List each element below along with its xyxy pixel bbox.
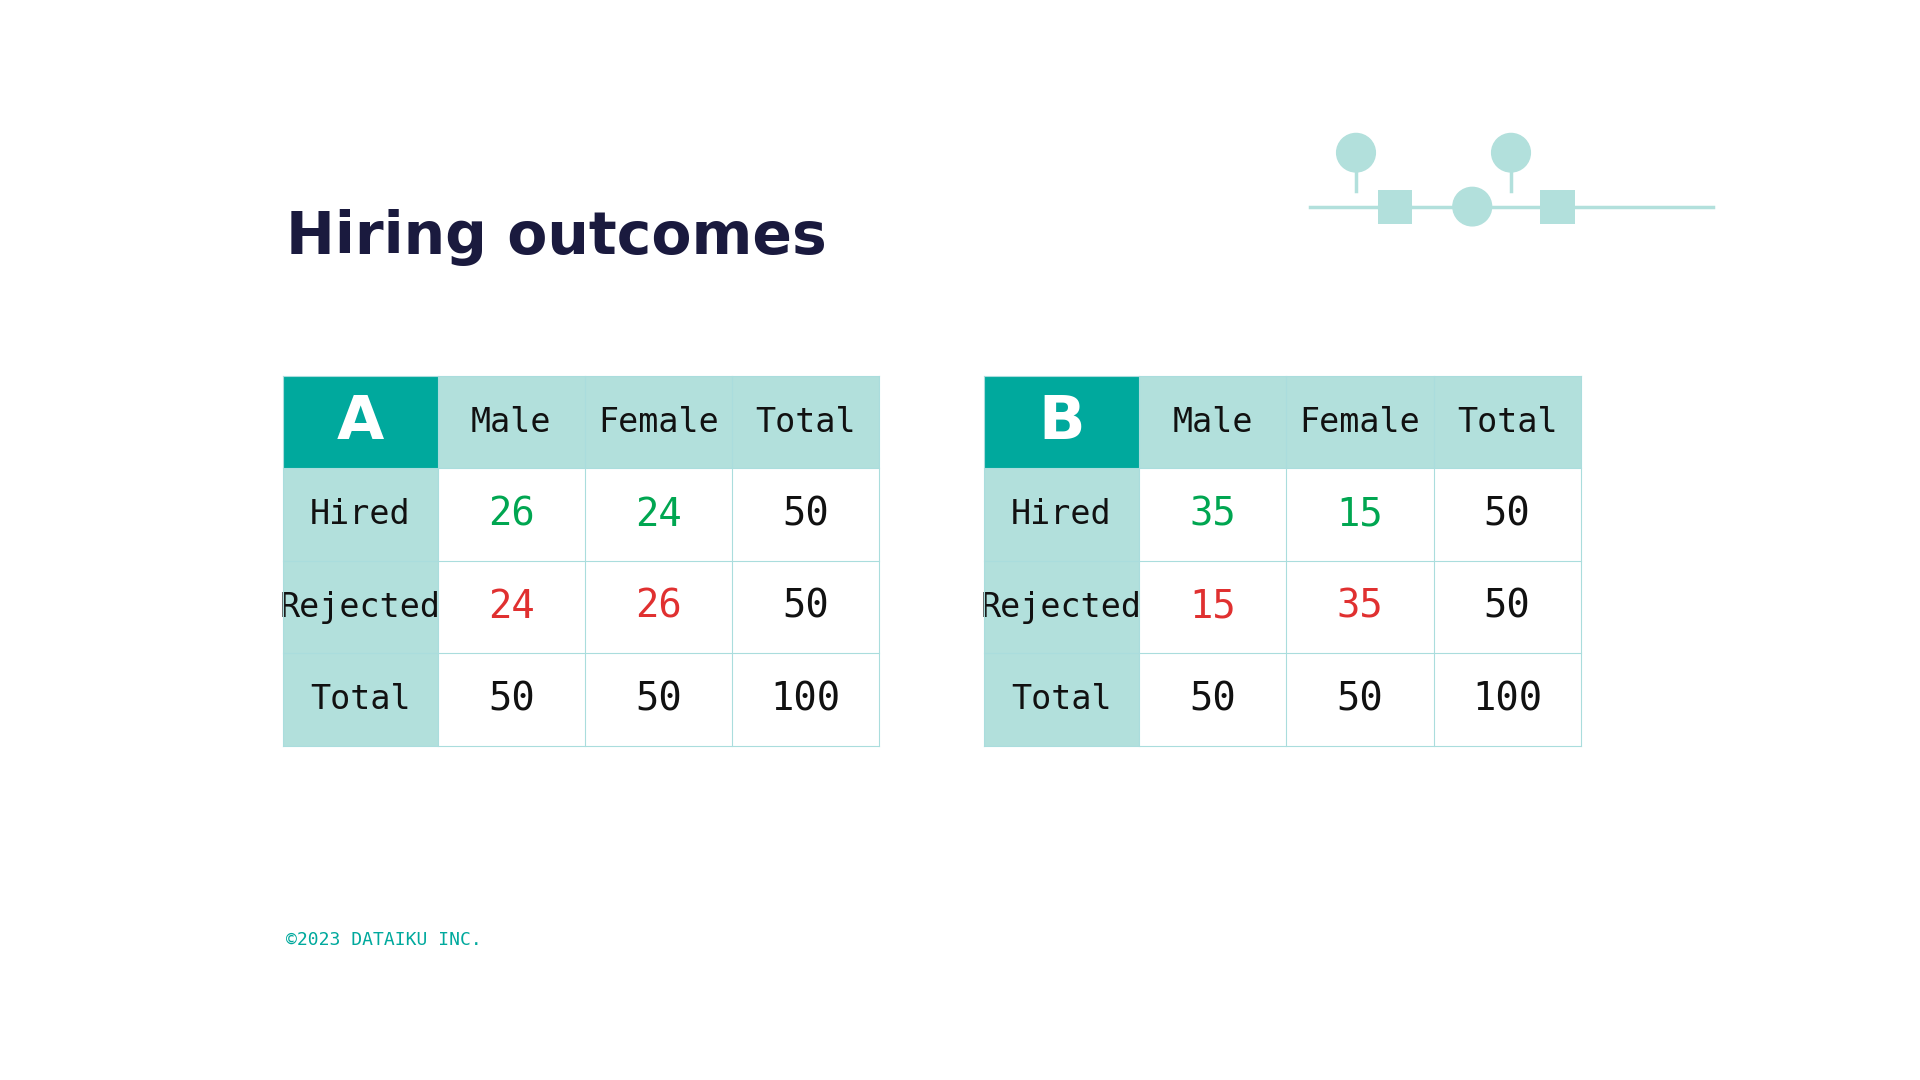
- Bar: [1139, 653, 1286, 745]
- Text: 100: 100: [1473, 680, 1542, 718]
- Text: Hired: Hired: [309, 498, 411, 531]
- Text: 50: 50: [781, 588, 829, 626]
- Text: Female: Female: [599, 406, 718, 438]
- Text: 35: 35: [1336, 588, 1382, 626]
- Text: Hired: Hired: [1012, 498, 1112, 531]
- Bar: [732, 376, 879, 469]
- Bar: [732, 653, 879, 745]
- Text: Total: Total: [309, 683, 411, 716]
- Text: 50: 50: [1188, 680, 1236, 718]
- Bar: [1434, 469, 1580, 561]
- Text: 35: 35: [1188, 496, 1236, 534]
- Text: Female: Female: [1300, 406, 1421, 438]
- Bar: [1139, 469, 1286, 561]
- Text: Hiring outcomes: Hiring outcomes: [286, 208, 828, 266]
- Bar: [1540, 190, 1574, 224]
- Bar: [586, 469, 732, 561]
- Bar: [282, 469, 438, 561]
- Text: B: B: [1039, 393, 1085, 451]
- Bar: [282, 376, 438, 469]
- Text: 15: 15: [1188, 588, 1236, 626]
- Bar: [732, 561, 879, 653]
- Text: 50: 50: [1484, 588, 1530, 626]
- Text: 26: 26: [488, 496, 534, 534]
- Text: Total: Total: [1012, 683, 1112, 716]
- Circle shape: [1336, 134, 1375, 172]
- Text: 50: 50: [636, 680, 682, 718]
- Text: Total: Total: [1457, 406, 1557, 438]
- Text: Male: Male: [1173, 406, 1254, 438]
- Text: 24: 24: [636, 496, 682, 534]
- Bar: [282, 653, 438, 745]
- Text: ©2023 DATAIKU INC.: ©2023 DATAIKU INC.: [286, 931, 482, 948]
- Text: 26: 26: [636, 588, 682, 626]
- Text: 15: 15: [1336, 496, 1382, 534]
- Bar: [438, 376, 586, 469]
- Bar: [1434, 653, 1580, 745]
- Text: A: A: [336, 393, 384, 451]
- Bar: [1434, 561, 1580, 653]
- Bar: [586, 653, 732, 745]
- Bar: [1286, 561, 1434, 653]
- Bar: [1139, 561, 1286, 653]
- Bar: [1139, 376, 1286, 469]
- Bar: [983, 653, 1139, 745]
- Text: Rejected: Rejected: [981, 591, 1142, 623]
- Bar: [983, 376, 1139, 469]
- Bar: [1286, 653, 1434, 745]
- Bar: [983, 561, 1139, 653]
- Bar: [438, 653, 586, 745]
- Bar: [1286, 469, 1434, 561]
- Bar: [438, 469, 586, 561]
- Circle shape: [1453, 187, 1492, 226]
- Text: 50: 50: [1484, 496, 1530, 534]
- Text: 100: 100: [770, 680, 841, 718]
- Bar: [586, 561, 732, 653]
- Text: 50: 50: [1336, 680, 1382, 718]
- Text: Rejected: Rejected: [280, 591, 440, 623]
- Text: 50: 50: [488, 680, 534, 718]
- Bar: [983, 469, 1139, 561]
- Text: Total: Total: [755, 406, 856, 438]
- Bar: [438, 561, 586, 653]
- Bar: [1286, 376, 1434, 469]
- Text: Male: Male: [470, 406, 551, 438]
- Bar: [1434, 376, 1580, 469]
- Bar: [282, 561, 438, 653]
- Bar: [732, 469, 879, 561]
- Text: 50: 50: [781, 496, 829, 534]
- Bar: [586, 376, 732, 469]
- Bar: [1379, 190, 1411, 224]
- Text: 24: 24: [488, 588, 534, 626]
- Circle shape: [1492, 134, 1530, 172]
